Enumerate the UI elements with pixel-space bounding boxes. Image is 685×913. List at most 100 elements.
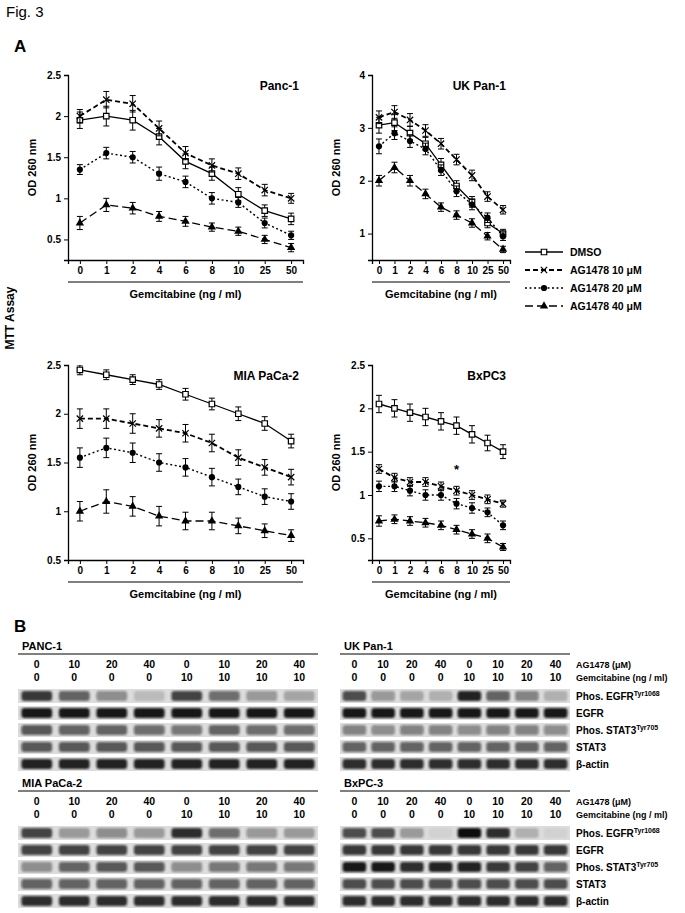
x-tick: 2 bbox=[408, 560, 414, 576]
error-bar bbox=[391, 400, 397, 417]
x-tick-label: 4 bbox=[157, 565, 163, 576]
point bbox=[376, 401, 381, 406]
blot-band bbox=[400, 742, 424, 752]
x-tick-mark bbox=[159, 560, 160, 564]
lane-dose: 0 bbox=[466, 658, 472, 670]
lane-dose: 0 bbox=[351, 808, 357, 820]
x-tick-mark bbox=[212, 260, 213, 264]
series bbox=[376, 481, 506, 530]
legend-marker bbox=[540, 301, 548, 308]
error-bar-cap bbox=[376, 515, 382, 516]
point bbox=[288, 232, 294, 238]
point bbox=[209, 440, 215, 446]
x-tick-mark bbox=[186, 560, 187, 564]
y-tick-mark bbox=[64, 365, 68, 366]
lane-dose: 10 bbox=[492, 671, 504, 683]
error-bar-cap bbox=[391, 139, 397, 140]
point bbox=[468, 529, 476, 536]
blot-band bbox=[246, 896, 277, 906]
y-tick-label: 1 bbox=[359, 228, 365, 239]
blot-title-rule bbox=[18, 654, 318, 655]
lane-dose: 20 bbox=[521, 658, 533, 670]
error-bar bbox=[500, 206, 506, 214]
point bbox=[156, 459, 162, 465]
error-bar-cap bbox=[235, 187, 241, 188]
error-bar-cap bbox=[183, 400, 189, 401]
lane-dose: 20 bbox=[521, 795, 533, 807]
x-tick: 50 bbox=[286, 260, 298, 276]
blot-title-rule bbox=[340, 791, 570, 792]
series bbox=[77, 147, 294, 239]
error-bar-cap bbox=[77, 467, 83, 468]
x-tick-mark bbox=[425, 260, 426, 264]
error-bar-cap bbox=[438, 158, 444, 159]
lane-dose: 10 bbox=[218, 671, 230, 683]
blot-title: MIA PaCa-2 bbox=[22, 777, 82, 789]
blot-band bbox=[209, 828, 240, 838]
error-bar bbox=[77, 448, 83, 468]
error-bar-cap bbox=[485, 450, 491, 451]
error-bar bbox=[407, 404, 413, 421]
error-bar-cap bbox=[391, 162, 397, 163]
error-bar-cap bbox=[376, 138, 382, 139]
error-bar-cap bbox=[209, 512, 215, 513]
plot-area bbox=[375, 395, 507, 550]
point bbox=[468, 218, 476, 225]
error-bar-cap bbox=[235, 179, 241, 180]
error-bar-cap bbox=[209, 231, 215, 232]
point bbox=[182, 179, 188, 185]
error-bar bbox=[103, 370, 109, 380]
blot-band bbox=[246, 708, 277, 718]
blot-band bbox=[343, 862, 367, 872]
error-bar bbox=[183, 388, 189, 400]
error-bar-cap bbox=[156, 437, 162, 438]
annotation: * bbox=[454, 462, 460, 477]
error-bar-cap bbox=[376, 153, 382, 154]
y-tick-label: 2.5 bbox=[47, 360, 61, 371]
error-bar-cap bbox=[103, 379, 109, 380]
point bbox=[390, 163, 398, 170]
error-bar-cap bbox=[209, 398, 215, 399]
point bbox=[130, 101, 136, 107]
point bbox=[262, 494, 268, 500]
y-tick: 2.5 bbox=[47, 70, 68, 81]
blot-band bbox=[429, 896, 453, 906]
lane-dose: 0 bbox=[351, 671, 357, 683]
point bbox=[469, 172, 475, 178]
blot-band bbox=[400, 759, 424, 769]
series bbox=[76, 198, 296, 251]
blot-band bbox=[246, 879, 277, 889]
lane-dose: 0 bbox=[146, 671, 152, 683]
blot-band bbox=[400, 828, 424, 838]
point bbox=[453, 156, 459, 162]
error-bar bbox=[288, 469, 294, 485]
blot-strip bbox=[18, 843, 318, 857]
x-axis-line bbox=[373, 561, 511, 565]
error-bar bbox=[77, 409, 83, 429]
error-bar bbox=[130, 414, 136, 434]
x-tick-mark bbox=[457, 260, 458, 264]
y-tick-label: 2.5 bbox=[47, 70, 61, 81]
point bbox=[234, 521, 242, 528]
error-bar-cap bbox=[103, 369, 109, 370]
y-tick-label: 1.5 bbox=[351, 446, 365, 457]
error-bar-cap bbox=[376, 464, 382, 465]
y-axis-title: OD 260 nm bbox=[26, 434, 38, 492]
x-tick: 0 bbox=[78, 560, 84, 576]
error-bar-cap bbox=[469, 170, 475, 171]
error-bar-cap bbox=[262, 523, 268, 524]
x-tick-label: 1 bbox=[392, 565, 398, 576]
error-bar-cap bbox=[454, 495, 460, 496]
lane-dose: 0 bbox=[34, 808, 40, 820]
blot-band bbox=[486, 725, 510, 735]
error-bar-cap bbox=[422, 143, 428, 144]
series bbox=[77, 106, 294, 224]
blot-strip bbox=[18, 723, 318, 737]
error-bar-cap bbox=[235, 420, 241, 421]
error-bar bbox=[209, 193, 215, 205]
x-tick-mark bbox=[265, 260, 266, 264]
error-bar bbox=[156, 454, 162, 472]
blot-strip bbox=[18, 689, 318, 703]
error-bar-cap bbox=[103, 211, 109, 212]
point bbox=[469, 201, 475, 207]
